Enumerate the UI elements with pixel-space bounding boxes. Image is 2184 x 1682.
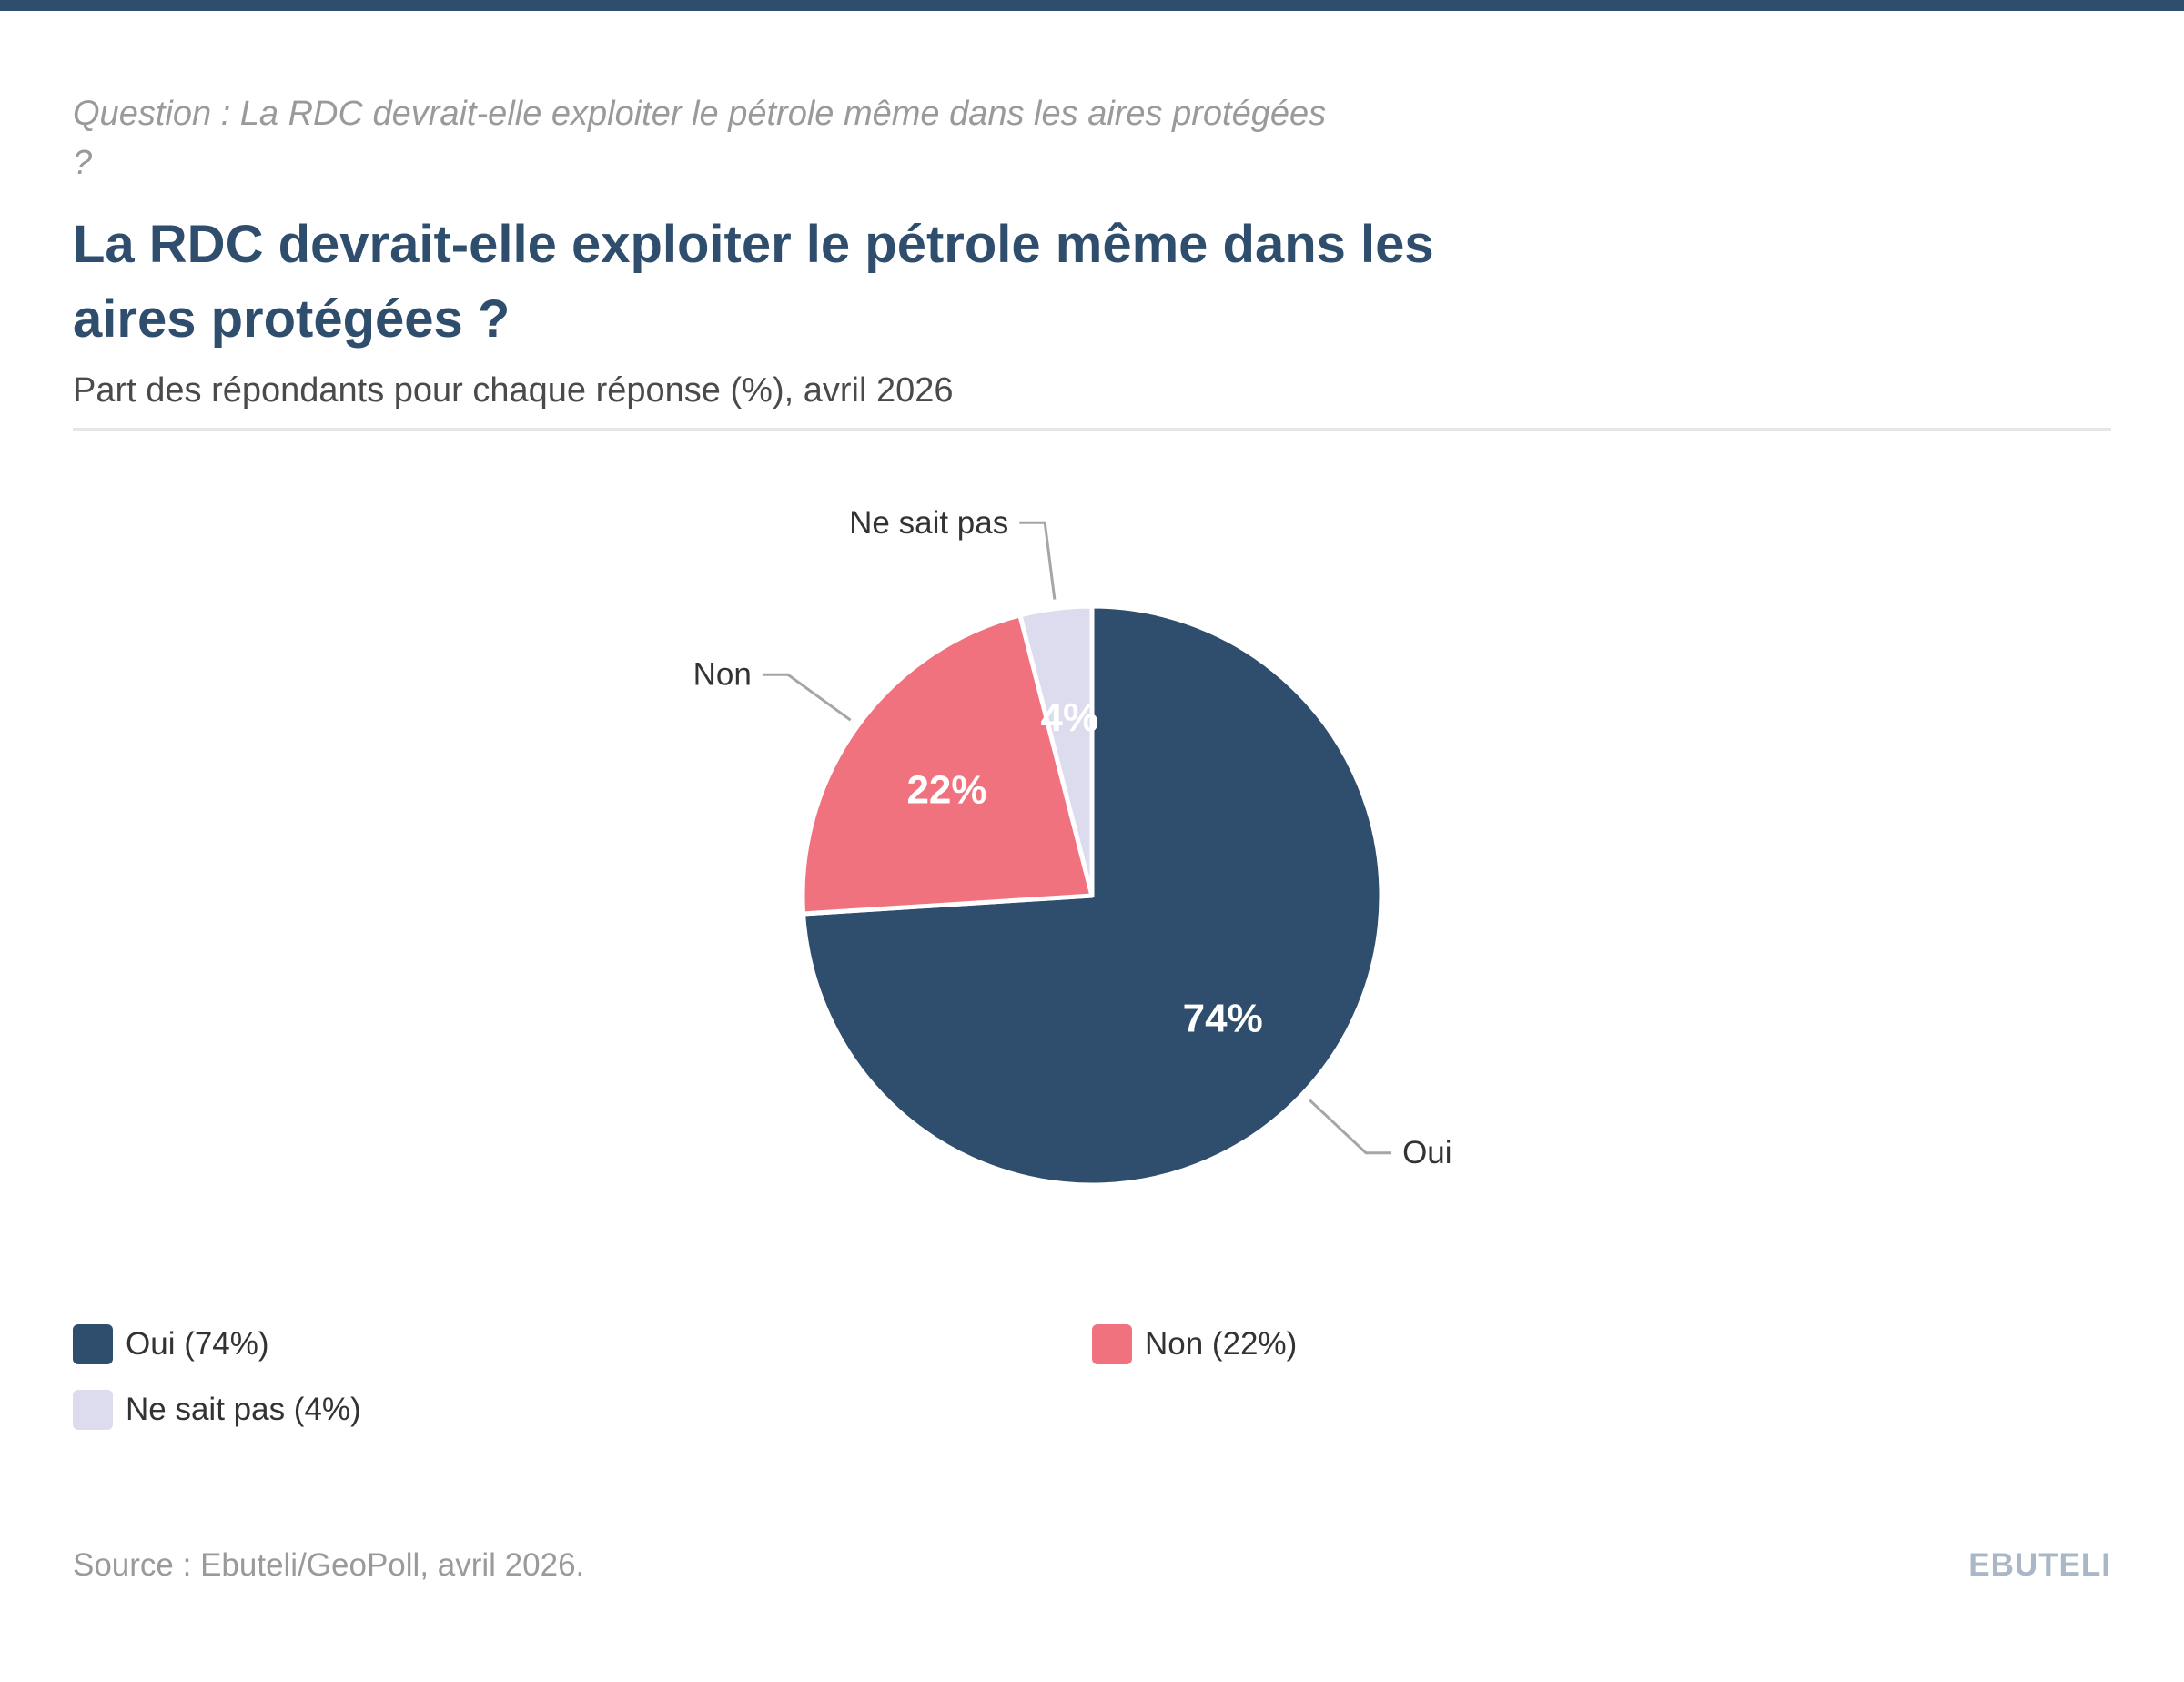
legend-label-oui: Oui (74%)	[126, 1326, 269, 1362]
top-accent-bar	[0, 0, 2184, 11]
legend-item-non[interactable]: Non (22%)	[1092, 1322, 1297, 1367]
value-label-ne-sait-pas: 4%	[1040, 695, 1098, 740]
pie-slice-ne-sait-pas[interactable]	[1017, 603, 1095, 898]
connector-line-ne-sait-pas	[1019, 521, 1057, 600]
legend-swatch-non	[1092, 1324, 1132, 1364]
connector-line-non	[762, 673, 852, 722]
legend-swatch-ne-sait-pas	[73, 1390, 113, 1430]
connector-line-oui	[1309, 1099, 1392, 1155]
legend-item-oui[interactable]: Oui (74%)	[73, 1322, 269, 1367]
category-label-ne-sait-pas: Ne sait pas	[849, 505, 1008, 541]
header-divider	[73, 428, 2111, 431]
source-note: Source : Ebuteli/GeoPoll, avril 2026.	[73, 1547, 585, 1583]
chart-subtitle: Part des répondants pour chaque réponse …	[73, 371, 954, 410]
value-label-non: 22%	[906, 768, 986, 813]
category-label-non: Non	[693, 657, 752, 693]
legend-label-ne-sait-pas: Ne sait pas (4%)	[126, 1392, 361, 1427]
brand-logo-text: EBUTELI	[1968, 1547, 2111, 1583]
legend-label-non: Non (22%)	[1145, 1326, 1298, 1362]
question-text: Question : La RDC devrait-elle exploiter…	[73, 95, 1327, 182]
category-label-oui: Oui	[1402, 1135, 1451, 1170]
legend-item-ne-sait-pas[interactable]: Ne sait pas (4%)	[73, 1387, 361, 1433]
value-label-oui: 74%	[1183, 996, 1263, 1040]
pie-chart: 74% 22% 4% Oui Non Ne sait pas	[693, 504, 1452, 1185]
pie-slice-non[interactable]	[800, 613, 1095, 917]
chart-title: La RDC devrait-elle exploiter le pétrole…	[73, 215, 1434, 349]
legend-swatch-oui	[73, 1324, 113, 1364]
